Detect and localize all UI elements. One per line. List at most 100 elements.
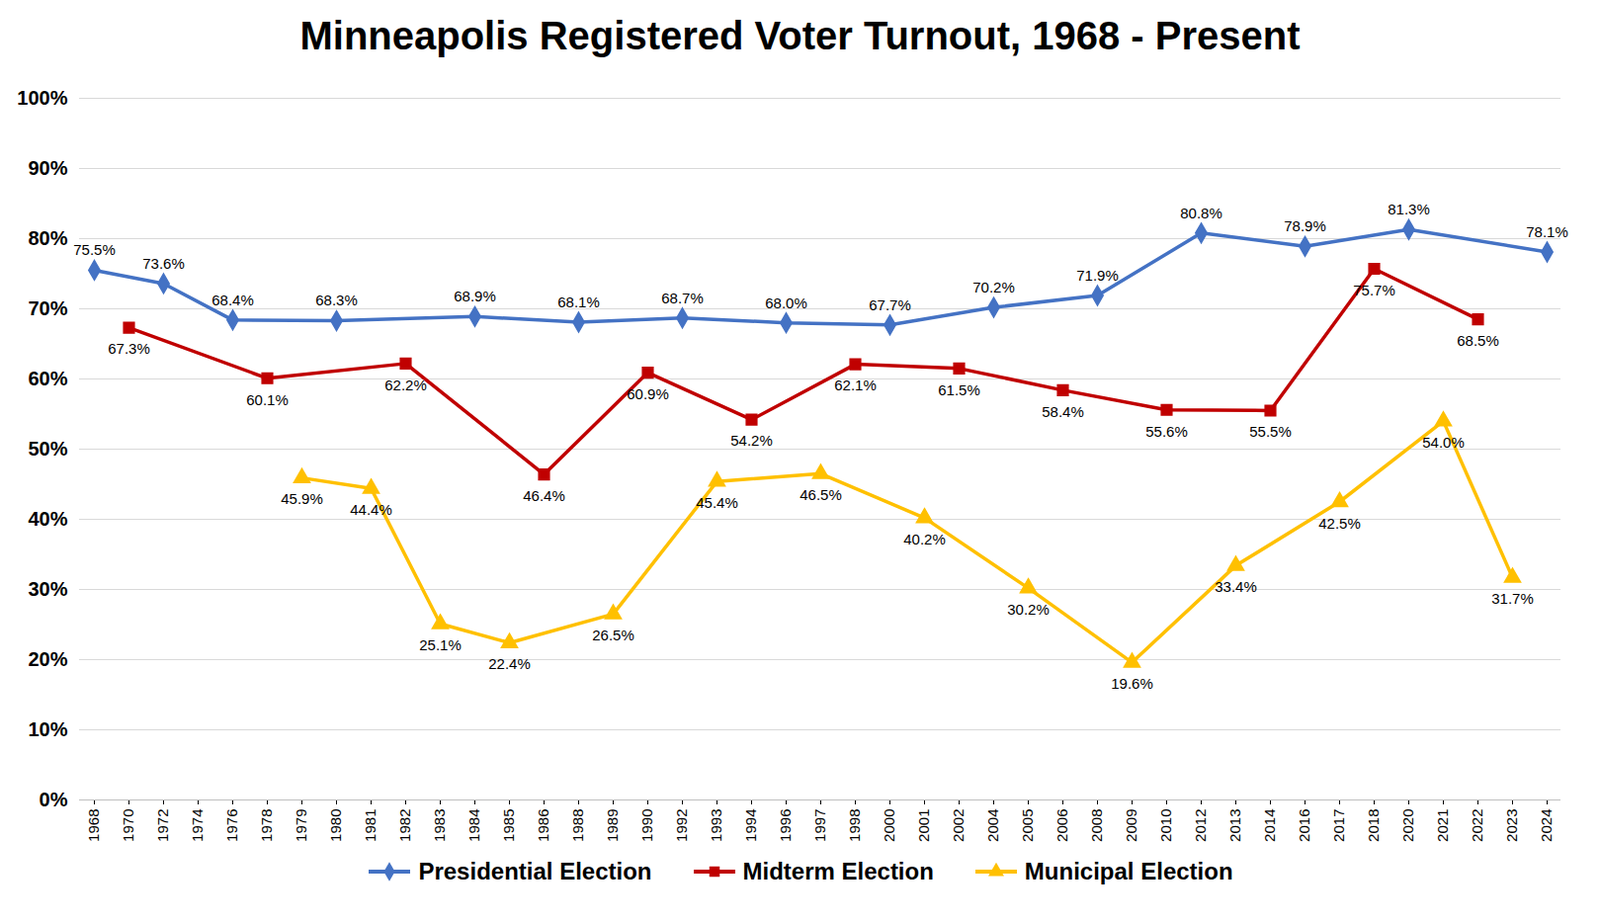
svg-text:1988: 1988 — [569, 809, 587, 843]
svg-text:1976: 1976 — [223, 809, 241, 843]
svg-text:78.9%: 78.9% — [1283, 217, 1327, 235]
svg-text:1998: 1998 — [845, 809, 863, 843]
svg-text:55.6%: 55.6% — [1145, 422, 1188, 440]
svg-text:45.4%: 45.4% — [695, 494, 739, 511]
svg-text:54.0%: 54.0% — [1422, 433, 1465, 451]
svg-text:60.9%: 60.9% — [626, 385, 670, 403]
svg-text:2012: 2012 — [1191, 809, 1209, 843]
svg-text:33.4%: 33.4% — [1214, 578, 1258, 595]
svg-text:1986: 1986 — [534, 809, 552, 843]
svg-text:1997: 1997 — [811, 809, 829, 843]
svg-text:100%: 100% — [16, 86, 68, 109]
svg-text:68.7%: 68.7% — [661, 289, 704, 307]
svg-text:2002: 2002 — [949, 809, 967, 843]
svg-text:46.5%: 46.5% — [799, 486, 843, 504]
svg-text:45.9%: 45.9% — [280, 490, 324, 507]
svg-text:1990: 1990 — [638, 809, 656, 843]
svg-text:1974: 1974 — [188, 809, 206, 843]
svg-text:70.2%: 70.2% — [972, 278, 1015, 296]
svg-text:1982: 1982 — [396, 809, 414, 843]
svg-text:90%: 90% — [27, 157, 68, 179]
svg-text:1979: 1979 — [292, 809, 310, 843]
svg-text:2004: 2004 — [984, 809, 1002, 843]
svg-text:2024: 2024 — [1537, 809, 1555, 843]
svg-text:67.3%: 67.3% — [107, 339, 151, 357]
svg-text:68.1%: 68.1% — [557, 293, 600, 311]
svg-text:2005: 2005 — [1018, 809, 1036, 843]
svg-text:67.7%: 67.7% — [868, 296, 912, 314]
svg-text:55.5%: 55.5% — [1249, 422, 1292, 440]
svg-text:2008: 2008 — [1088, 809, 1105, 843]
svg-text:20%: 20% — [27, 648, 68, 671]
svg-text:2000: 2000 — [880, 809, 898, 843]
svg-text:62.2%: 62.2% — [384, 376, 427, 394]
svg-text:0%: 0% — [39, 788, 69, 811]
svg-text:1970: 1970 — [119, 809, 137, 843]
svg-text:60%: 60% — [27, 367, 68, 390]
svg-text:26.5%: 26.5% — [591, 626, 635, 644]
svg-text:1972: 1972 — [154, 809, 171, 843]
svg-text:1994: 1994 — [742, 809, 759, 843]
svg-text:1993: 1993 — [707, 809, 725, 843]
svg-text:22.4%: 22.4% — [488, 655, 531, 673]
svg-text:75.7%: 75.7% — [1352, 281, 1396, 299]
svg-text:71.9%: 71.9% — [1076, 266, 1119, 284]
svg-text:81.3%: 81.3% — [1387, 200, 1431, 218]
svg-text:2021: 2021 — [1433, 809, 1451, 843]
svg-text:2022: 2022 — [1468, 809, 1486, 843]
svg-text:1992: 1992 — [673, 809, 690, 843]
svg-text:2020: 2020 — [1399, 809, 1417, 843]
svg-text:62.1%: 62.1% — [834, 376, 877, 394]
svg-text:68.3%: 68.3% — [315, 291, 358, 309]
svg-text:54.2%: 54.2% — [730, 431, 773, 449]
svg-text:2006: 2006 — [1053, 809, 1071, 843]
svg-text:2009: 2009 — [1122, 809, 1140, 843]
svg-text:80.8%: 80.8% — [1179, 204, 1223, 222]
html-text:Presidential Election: Presidential Election — [418, 857, 652, 885]
svg-text:2023: 2023 — [1503, 809, 1520, 843]
html-text:Midterm Election: Midterm Election — [742, 857, 934, 885]
svg-text:75.5%: 75.5% — [73, 241, 116, 258]
svg-text:1983: 1983 — [430, 809, 448, 843]
svg-text:2010: 2010 — [1157, 809, 1175, 843]
svg-text:70%: 70% — [27, 297, 68, 320]
svg-text:1980: 1980 — [327, 809, 344, 843]
svg-text:46.4%: 46.4% — [522, 487, 566, 505]
svg-text:80%: 80% — [27, 227, 68, 250]
svg-text:42.5%: 42.5% — [1318, 514, 1361, 532]
svg-text:2014: 2014 — [1261, 809, 1278, 843]
svg-text:1989: 1989 — [603, 809, 621, 843]
svg-text:2016: 2016 — [1295, 809, 1313, 843]
svg-text:1968: 1968 — [84, 809, 102, 843]
svg-text:2013: 2013 — [1226, 809, 1244, 843]
svg-text:2001: 2001 — [915, 809, 932, 843]
svg-text:30%: 30% — [27, 578, 68, 600]
svg-text:50%: 50% — [27, 437, 68, 460]
svg-text:58.4%: 58.4% — [1041, 403, 1085, 421]
svg-text:68.9%: 68.9% — [453, 287, 497, 305]
svg-text:68.0%: 68.0% — [764, 294, 808, 312]
svg-text:68.5%: 68.5% — [1456, 332, 1500, 349]
svg-text:19.6%: 19.6% — [1110, 674, 1154, 692]
svg-text:40%: 40% — [27, 507, 68, 530]
svg-text:1981: 1981 — [361, 809, 379, 843]
html-text:Minneapolis Registered Voter T: Minneapolis Registered Voter Turnout, 19… — [299, 13, 1301, 58]
svg-text:73.6%: 73.6% — [142, 254, 185, 272]
svg-text:1978: 1978 — [257, 809, 275, 843]
svg-text:60.1%: 60.1% — [246, 391, 289, 409]
svg-text:40.2%: 40.2% — [903, 530, 946, 548]
svg-text:61.5%: 61.5% — [937, 381, 981, 399]
svg-text:2018: 2018 — [1364, 809, 1382, 843]
svg-text:1984: 1984 — [465, 809, 483, 843]
svg-text:25.1%: 25.1% — [419, 636, 462, 654]
svg-text:30.2%: 30.2% — [1007, 600, 1050, 618]
svg-text:44.4%: 44.4% — [349, 501, 393, 518]
svg-text:2017: 2017 — [1330, 809, 1348, 843]
svg-text:78.1%: 78.1% — [1525, 223, 1569, 241]
svg-text:31.7%: 31.7% — [1491, 589, 1534, 607]
html-text:Municipal Election: Municipal Election — [1024, 857, 1233, 885]
svg-text:1996: 1996 — [776, 809, 794, 843]
svg-text:1985: 1985 — [500, 809, 517, 843]
svg-text:10%: 10% — [27, 718, 68, 741]
svg-text:68.4%: 68.4% — [211, 291, 254, 309]
